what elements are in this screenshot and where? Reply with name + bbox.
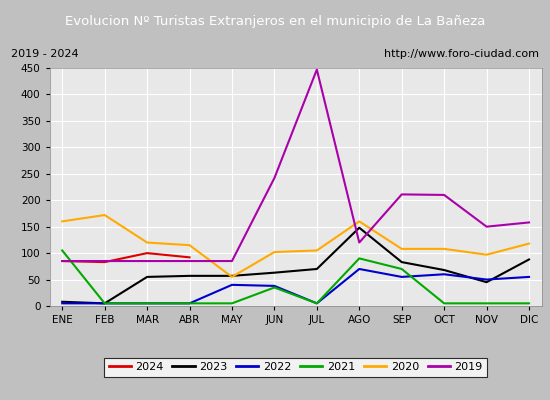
Text: http://www.foro-ciudad.com: http://www.foro-ciudad.com — [384, 49, 539, 59]
Text: Evolucion Nº Turistas Extranjeros en el municipio de La Bañeza: Evolucion Nº Turistas Extranjeros en el … — [65, 14, 485, 28]
Text: 2019 - 2024: 2019 - 2024 — [11, 49, 79, 59]
Legend: 2024, 2023, 2022, 2021, 2020, 2019: 2024, 2023, 2022, 2021, 2020, 2019 — [104, 358, 487, 377]
